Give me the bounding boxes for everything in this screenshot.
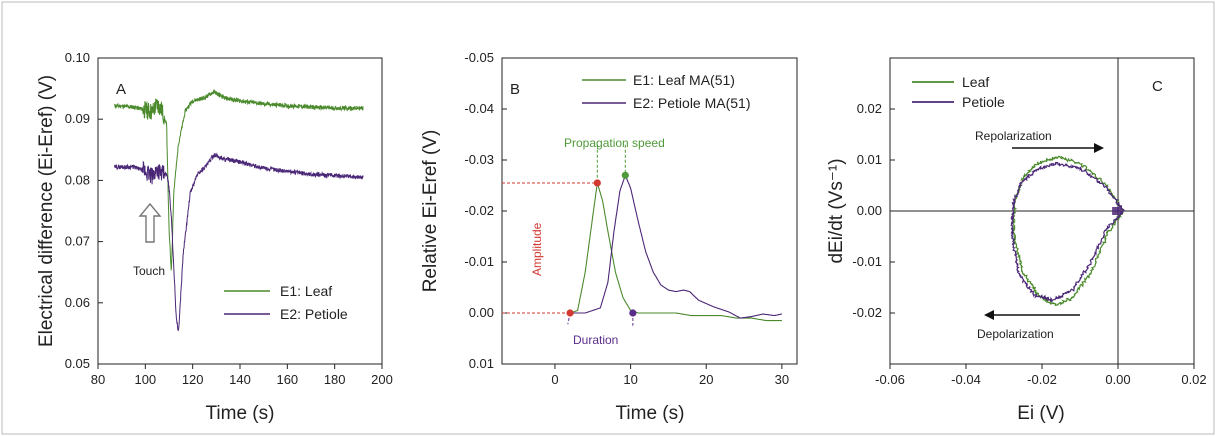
legend-label-leaf: E1: Leaf bbox=[280, 283, 332, 299]
propagation-speed-annotation: Propagation speed bbox=[564, 136, 665, 150]
panel-c-line-leaf bbox=[1011, 155, 1125, 306]
panel-b-x-axis-title: Time (s) bbox=[616, 403, 685, 424]
panel-b: -0.05 -0.04 -0.03 -0.02 -0.01 0.00 0.01 0 10 20 3… bbox=[420, 50, 798, 424]
touch-annotation: Touch bbox=[133, 264, 165, 278]
marker-leaf-peak bbox=[593, 179, 601, 187]
panel-a-y-tick-label: 0.07 bbox=[65, 234, 90, 249]
panel-c-line-petiole bbox=[1010, 161, 1125, 304]
panel-a-line-petiole bbox=[114, 152, 364, 331]
repolarization-annotation: Repolarization bbox=[975, 129, 1052, 143]
panel-b-y-tick-label: -0.02 bbox=[464, 203, 494, 218]
panel-c-y-tick-label: -0.02 bbox=[852, 305, 882, 320]
panel-b-markers bbox=[566, 171, 637, 317]
panel-a-x-ticks: 80 100 120 140 160 180 200 bbox=[91, 364, 393, 387]
panel-a-y-ticks: 0.05 0.06 0.07 0.08 0.09 0.10 bbox=[65, 50, 103, 371]
marker-petiole-peak bbox=[621, 171, 629, 179]
panel-c-y-ticks: -0.02 -0.01 0.00 0.01 0.02 bbox=[852, 101, 895, 320]
panel-b-y-tick-label: -0.05 bbox=[464, 50, 494, 65]
panel-b-x-tick-label: 20 bbox=[699, 372, 713, 387]
legend-label-petiole-c: Petiole bbox=[962, 94, 1005, 110]
marker-start bbox=[566, 309, 574, 317]
panel-b-y-tick-label: 0.01 bbox=[469, 356, 494, 371]
panel-a-label: A bbox=[116, 81, 126, 98]
amplitude-annotation: Amplitude bbox=[530, 222, 544, 276]
panel-b-x-tick-label: 30 bbox=[775, 372, 789, 387]
panel-a-x-tick-label: 160 bbox=[276, 372, 298, 387]
panel-c-x-tick-label: -0.04 bbox=[951, 372, 981, 387]
panel-c-x-tick-label: 0.00 bbox=[1105, 372, 1130, 387]
panel-b-label: B bbox=[510, 81, 520, 98]
panel-c-series-lines bbox=[1010, 155, 1125, 306]
panel-c-y-tick-label: -0.01 bbox=[852, 254, 882, 269]
panel-a-x-tick-label: 100 bbox=[134, 372, 156, 387]
panel-a-y-tick-label: 0.05 bbox=[65, 356, 90, 371]
panel-a-y-tick-label: 0.08 bbox=[65, 172, 90, 187]
depolarization-arrow-icon bbox=[984, 310, 994, 320]
panel-c-x-axis-title: Ei (V) bbox=[1017, 403, 1065, 424]
panel-b-x-tick-label: 10 bbox=[623, 372, 637, 387]
panel-b-series-lines bbox=[569, 174, 782, 322]
panel-c-x-tick-label: -0.06 bbox=[875, 372, 905, 387]
panel-c: -0.02 -0.01 0.00 0.01 0.02 -0.06 -0.04 -0.02 0.… bbox=[826, 57, 1207, 424]
panel-c-label: C bbox=[1152, 78, 1163, 95]
panel-b-line-leaf-ma bbox=[569, 182, 782, 322]
panel-a-y-tick-label: 0.06 bbox=[65, 295, 90, 310]
panel-a-x-tick-label: 200 bbox=[371, 372, 393, 387]
legend-label-leaf-c: Leaf bbox=[962, 74, 989, 90]
panel-b-y-tick-label: 0.00 bbox=[469, 305, 494, 320]
panel-a-x-axis-title: Time (s) bbox=[206, 403, 275, 424]
panel-a-line-leaf bbox=[114, 89, 364, 271]
panel-a-x-tick-label: 140 bbox=[229, 372, 251, 387]
panel-c-y-tick-label: 0.01 bbox=[857, 152, 882, 167]
panel-a-x-tick-label: 120 bbox=[182, 372, 204, 387]
panel-c-x-ticks: -0.06 -0.04 -0.02 0.00 0.02 bbox=[875, 364, 1207, 387]
legend-label-petiole: E2: Petiole bbox=[280, 306, 348, 322]
marker-end bbox=[629, 309, 637, 317]
panel-a-y-tick-label: 0.10 bbox=[65, 50, 90, 65]
panel-b-y-ticks: -0.05 -0.04 -0.03 -0.02 -0.01 0.00 0.01 bbox=[464, 50, 507, 371]
legend-label-leaf-ma: E1: Leaf MA(51) bbox=[633, 72, 735, 88]
panel-c-y-tick-label: 0.00 bbox=[857, 203, 882, 218]
touch-arrow-icon bbox=[138, 202, 162, 243]
repolarization-arrow-icon bbox=[1094, 143, 1104, 153]
panel-b-x-tick-label: 0 bbox=[551, 372, 558, 387]
panel-b-x-ticks: 0 10 20 30 bbox=[551, 364, 789, 387]
panel-b-y-axis-title: Relative Ei-Eref (V) bbox=[420, 130, 441, 293]
panel-a-series-lines bbox=[114, 89, 364, 331]
panel-a-x-tick-label: 80 bbox=[91, 372, 105, 387]
panel-b-line-petiole-ma bbox=[570, 174, 782, 319]
panel-c-y-tick-label: 0.02 bbox=[857, 101, 882, 116]
duration-annotation: Duration bbox=[573, 333, 618, 347]
panel-a-y-axis-title: Electrical difference (Ei-Eref) (V) bbox=[36, 75, 57, 347]
panel-a: 0.05 0.06 0.07 0.08 0.09 0.10 80 100 120 140 160 1… bbox=[36, 50, 393, 424]
panel-c-y-axis-title: dEi/dt (Vs⁻¹) bbox=[826, 158, 847, 263]
panel-b-y-tick-label: -0.04 bbox=[464, 101, 494, 116]
panel-a-x-tick-label: 180 bbox=[324, 372, 346, 387]
legend-label-petiole-ma: E2: Petiole MA(51) bbox=[633, 95, 751, 111]
panel-c-x-tick-label: -0.02 bbox=[1027, 372, 1057, 387]
panel-b-y-tick-label: -0.03 bbox=[464, 152, 494, 167]
panel-b-y-tick-label: -0.01 bbox=[464, 254, 494, 269]
panel-a-y-tick-label: 0.09 bbox=[65, 111, 90, 126]
panel-c-origin-cluster bbox=[1112, 207, 1122, 215]
depolarization-annotation: Depolarization bbox=[977, 327, 1054, 341]
panel-c-x-tick-label: 0.02 bbox=[1181, 372, 1206, 387]
